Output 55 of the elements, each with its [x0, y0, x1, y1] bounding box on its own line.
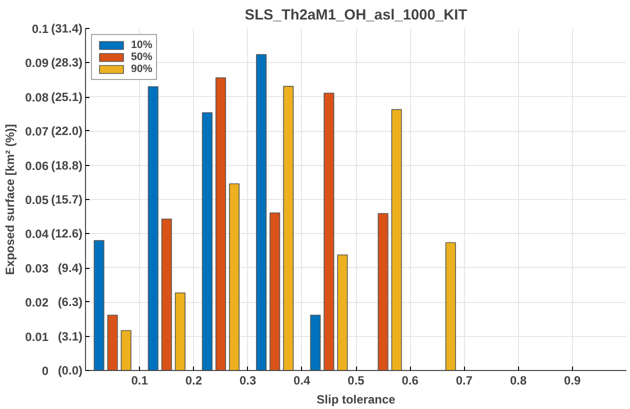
- y2-tick-label: (22.0): [51, 124, 83, 138]
- y-tick-label: 0.1: [32, 22, 49, 36]
- y-tick-label: 0: [42, 364, 49, 378]
- chart-title: SLS_Th2aM1_OH_asl_1000_KIT: [244, 8, 468, 24]
- bar: [120, 330, 132, 370]
- y-tick-label: 0.04: [25, 227, 49, 242]
- y-tick-label: 0.07: [25, 124, 49, 139]
- y2-tick-label: (3.1): [58, 330, 83, 344]
- bar: [174, 292, 186, 370]
- y2-tick-label: (15.7): [51, 192, 83, 206]
- y2-tick-label: (6.3): [58, 294, 83, 309]
- y-tick-label: 0.02: [25, 296, 49, 310]
- y-tick-label: 0.06: [25, 158, 49, 173]
- y2-tick-label: (25.1): [51, 90, 83, 104]
- bar: [202, 112, 212, 370]
- x-tick-label: 0.6: [402, 374, 419, 388]
- x-tick-label: 0.1: [131, 374, 148, 388]
- y2-tick-label: (0.0): [58, 364, 83, 378]
- y2-tick-label: (9.4): [58, 261, 83, 276]
- y-tick-label: 0.08: [25, 90, 49, 104]
- x-tick-label: 0.5: [348, 374, 365, 388]
- legend-label: 90%: [131, 63, 152, 75]
- x-tick-label: 0.8: [510, 374, 527, 388]
- bar: [337, 254, 348, 370]
- y2-tick-label: (12.6): [51, 226, 83, 240]
- bar: [378, 213, 388, 370]
- bar: [324, 92, 334, 370]
- x-tick-label: 0.9: [564, 374, 582, 388]
- y2-tick-label: (31.4): [51, 22, 83, 36]
- bar: [270, 212, 280, 370]
- bar: [229, 183, 240, 370]
- bar: [283, 86, 294, 370]
- bar: [148, 86, 158, 370]
- legend-label: 50%: [131, 51, 152, 63]
- bar: [161, 218, 172, 370]
- y-tick-label: 0.03: [25, 261, 49, 276]
- bar: [310, 314, 321, 370]
- y-axis-title: Exposed surface [km² (%)]: [3, 124, 18, 275]
- bar: [215, 77, 226, 370]
- bar: [94, 240, 104, 370]
- x-tick-label: 0.7: [456, 374, 473, 388]
- bar: [391, 109, 402, 370]
- x-tick-label: 0.3: [239, 374, 256, 388]
- x-axis-title: Slip tolerance: [316, 392, 396, 406]
- y-tick-label: 0.01: [25, 330, 49, 344]
- bar: [107, 314, 118, 370]
- y2-tick-label: (28.3): [51, 55, 83, 70]
- x-tick-label: 0.2: [185, 374, 202, 388]
- y-tick-label: 0.09: [25, 56, 49, 70]
- bar: [256, 54, 267, 370]
- legend-label: 10%: [131, 39, 152, 51]
- bar: [445, 242, 456, 370]
- x-tick-label: 0.4: [294, 374, 311, 388]
- y-tick-label: 0.05: [25, 193, 49, 207]
- y2-tick-label: (18.8): [51, 158, 83, 173]
